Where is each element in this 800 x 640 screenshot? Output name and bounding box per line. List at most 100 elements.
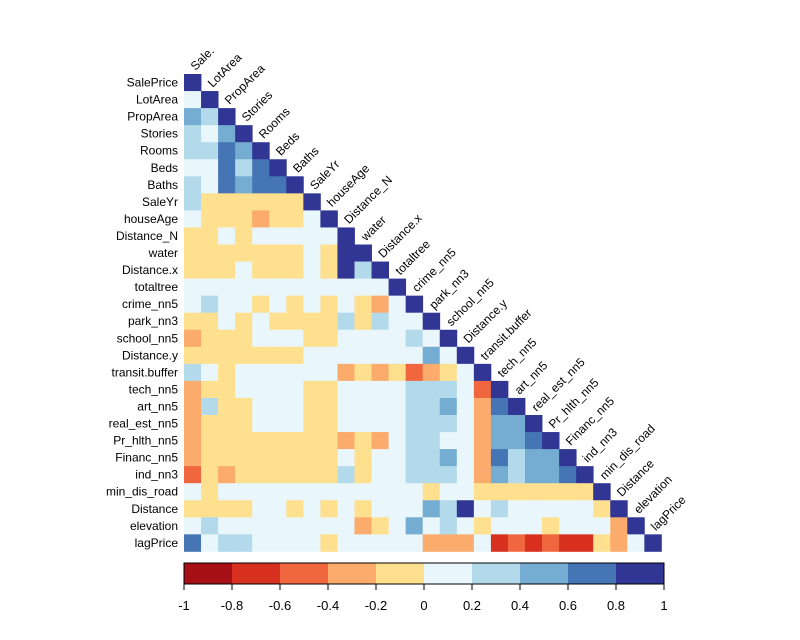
heatmap-cell [371, 329, 389, 348]
heatmap-cell [422, 534, 441, 552]
heatmap-cell [201, 534, 219, 552]
heatmap-cell [439, 517, 458, 535]
heatmap-cell [303, 415, 321, 433]
colorbar-ticks: -1 -0.8 -0.6 -0.4 -0.2 0 0.2 0.4 0.6 0.8 1 [178, 584, 668, 613]
heatmap-cell [269, 244, 287, 262]
heatmap-cell [218, 193, 236, 211]
heatmap-cell [184, 534, 202, 552]
heatmap-cell [218, 466, 236, 484]
row-label: SaleYr [142, 195, 178, 209]
heatmap-cell [405, 346, 424, 365]
heatmap-cell [201, 176, 219, 194]
heatmap-cell [201, 227, 219, 245]
heatmap-cell [644, 534, 662, 552]
heatmap-cell [405, 466, 424, 484]
heatmap-cell [507, 500, 526, 518]
heatmap-cell [388, 312, 407, 331]
colorbar-tick-label: -0.2 [365, 598, 387, 613]
row-label: LotArea [136, 93, 178, 107]
heatmap-cell [252, 500, 270, 518]
heatmap-cell [320, 517, 338, 535]
heatmap-cell [252, 534, 270, 552]
colorbar-tick-label: 0 [420, 598, 427, 613]
heatmap-cell [303, 500, 321, 518]
colorbar-segment [376, 563, 425, 584]
heatmap-cell [371, 397, 389, 416]
heatmap-cell [439, 363, 458, 382]
heatmap-cell [354, 415, 372, 433]
heatmap-cell [354, 295, 372, 314]
heatmap-cell [286, 534, 304, 552]
heatmap-cell [320, 329, 338, 348]
heatmap-cell [184, 329, 202, 348]
heatmap-cell [269, 363, 287, 382]
heatmap-cell [235, 517, 253, 535]
heatmap-cell [286, 483, 304, 501]
heatmap-cell [320, 278, 338, 297]
row-labels: SalePrice LotArea PropArea Stories Rooms Beds… [106, 76, 178, 550]
heatmap-cell [337, 244, 355, 262]
heatmap-cell [184, 227, 202, 245]
column-label: Baths [290, 144, 322, 176]
heatmap-cell [184, 466, 202, 484]
heatmap-cell [184, 74, 202, 92]
heatmap-cell [456, 380, 475, 399]
heatmap-cell [303, 534, 321, 552]
heatmap-cell [269, 415, 287, 433]
heatmap-cell [456, 534, 475, 552]
heatmap-cell [269, 278, 287, 297]
heatmap-cell [439, 500, 458, 518]
heatmap-cell [422, 397, 441, 416]
heatmap-cell [269, 449, 287, 467]
row-label: Distance.y [122, 348, 178, 362]
heatmap-cell [354, 346, 372, 365]
row-label: elevation [130, 519, 178, 533]
heatmap-cell [286, 449, 304, 467]
heatmap-cell [439, 432, 458, 450]
heatmap-cell [201, 483, 219, 501]
heatmap-cell [201, 397, 219, 416]
heatmap-cell [201, 295, 219, 314]
heatmap-cell [388, 329, 407, 348]
heatmap-cell [252, 278, 270, 297]
heatmap-cell [218, 380, 236, 399]
colorbar-tick-label: -0.4 [317, 598, 339, 613]
heatmap-cell [303, 483, 321, 501]
heatmap-cell [269, 312, 287, 331]
heatmap-cell [388, 432, 407, 450]
heatmap-cell [201, 312, 219, 331]
heatmap-cell [559, 534, 577, 552]
heatmap-cell [201, 91, 219, 109]
heatmap-cell [337, 363, 355, 382]
heatmap-cell [371, 466, 389, 484]
heatmap-cell [354, 500, 372, 518]
row-label: lagPrice [135, 536, 179, 550]
heatmap-cell [286, 466, 304, 484]
heatmap-cell [320, 432, 338, 450]
heatmap-cell [303, 295, 321, 314]
heatmap-cell [303, 466, 321, 484]
heatmap-cell [286, 517, 304, 535]
colorbar [183, 562, 665, 585]
heatmap-cell [542, 466, 560, 484]
heatmap-cell [388, 483, 407, 501]
heatmap-cell [525, 415, 543, 433]
heatmap-cell [576, 466, 594, 484]
heatmap-cell [269, 159, 287, 177]
colorbar-segment [472, 563, 521, 584]
heatmap-cell [286, 244, 304, 262]
heatmap-cell [303, 363, 321, 382]
heatmap-cell [542, 517, 560, 535]
heatmap-cell [235, 227, 253, 245]
heatmap-cell [405, 517, 424, 535]
heatmap-cell [269, 432, 287, 450]
heatmap-cell [303, 227, 321, 245]
heatmap-cell [184, 500, 202, 518]
heatmap-cell [559, 517, 577, 535]
colorbar-tick-label: 1 [660, 598, 667, 613]
heatmap-cell [337, 261, 355, 279]
heatmap-cell [337, 278, 355, 297]
heatmap-cell [201, 278, 219, 297]
heatmap-cell [490, 380, 509, 399]
heatmap-cell [354, 397, 372, 416]
